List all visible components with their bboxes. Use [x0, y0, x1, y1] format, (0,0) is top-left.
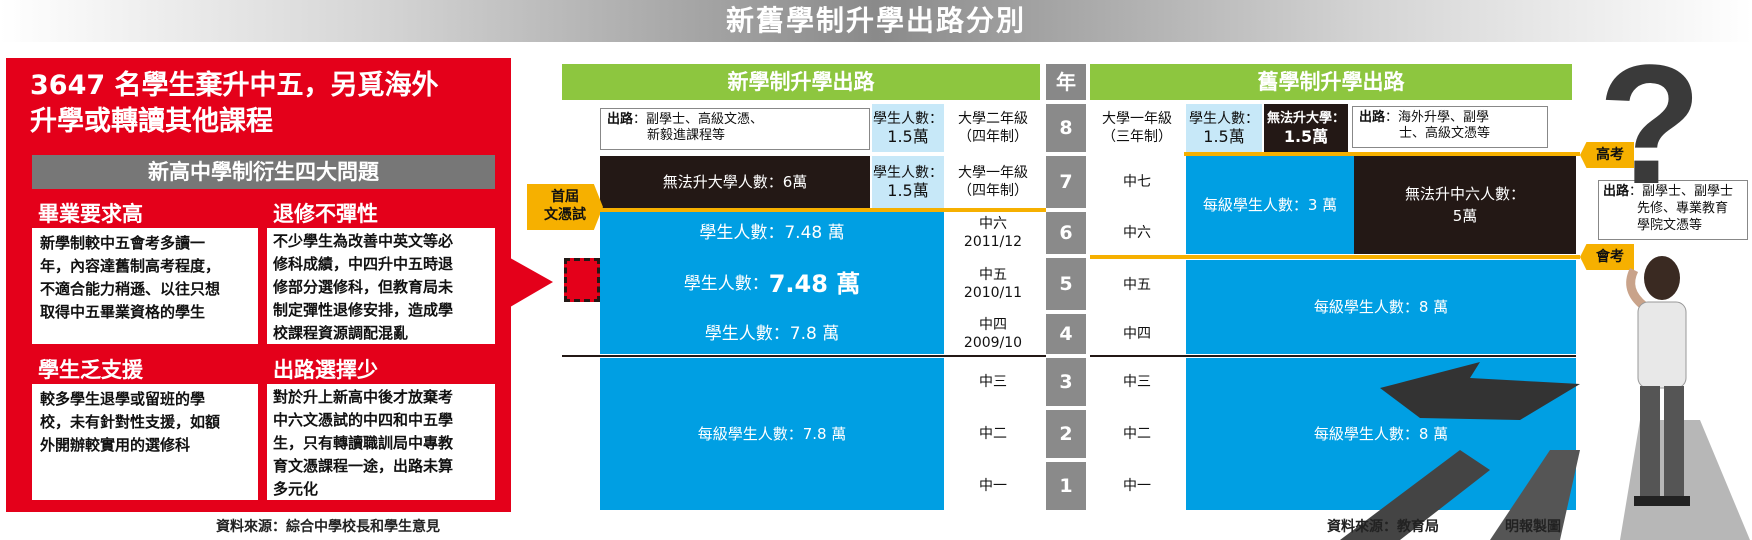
new-students-f5: 學生人數： 7.48 萬 [683, 270, 861, 298]
page-title: 新舊學制升學出路分別 [725, 4, 1026, 37]
year-5: 5 [1046, 258, 1086, 310]
problem-title-4: 出路選擇少 [273, 358, 378, 382]
problem-box-2 [267, 228, 495, 344]
new-grade-year8: 大學二年級 （四年制） [958, 111, 1028, 145]
pointer-arrow [505, 255, 553, 310]
new-grade-s1: 中一 [979, 478, 1007, 494]
student-drop-marker [564, 258, 600, 302]
problem-box-1 [32, 228, 258, 344]
cee-line [1090, 255, 1580, 259]
old-students-f6f7: 每級學生人數：3 萬 [1186, 156, 1354, 254]
left-source: 資料來源：綜合中學校長和學生意見 [216, 519, 440, 535]
problem-text-1: 新學制較中五會考多讀一 年，內容達舊制高考程度， 不適合能力稍遜、以往只想 取得中五畢… [40, 234, 221, 321]
old-system-header: 舊學制升學出路 [1090, 64, 1572, 100]
year-3: 3 [1046, 358, 1086, 406]
old-no-f6: 無法升中六人數： 5萬 [1354, 156, 1576, 254]
first-dse-flag: 首屆 文憑試 [527, 184, 603, 230]
new-grade-f4: 中四 2009/10 [963, 317, 1023, 351]
alevel-line [1184, 152, 1580, 156]
new-no-university: 無法升大學人數：6萬 [600, 156, 870, 208]
old-grade-s2: 中二 [1123, 426, 1151, 442]
new-senior-block [600, 212, 944, 354]
year-8: 8 [1046, 104, 1086, 152]
credit: 明報製圖 [1505, 519, 1561, 535]
question-mark-icon: ? [1598, 30, 1702, 220]
side-outlet-note: 出路：副學士、副學士 先修、專業教育 學院文憑等 [1598, 180, 1748, 240]
cee-flag: 會考 [1580, 244, 1634, 270]
year-2: 2 [1046, 410, 1086, 458]
new-count-year7: 學生人數： 1.5萬 [872, 156, 944, 208]
old-outlet-note: 出路：海外升學、副學 士、高級文憑等 [1352, 106, 1548, 148]
old-no-university: 無法升大學： 1.5萬 [1264, 104, 1348, 152]
old-grade-s1: 中一 [1123, 478, 1151, 494]
new-grade-year7: 大學一年級 （四年制） [958, 165, 1028, 199]
problem-text-3: 較多學生退學或留班的學 校，未有針對性支援，如額 外開辦較實用的選修科 [40, 390, 221, 454]
new-grade-s3: 中三 [979, 374, 1007, 390]
new-system-header: 新學制升學出路 [562, 64, 1040, 100]
headline: 3647 名學生棄升中五，另覓海外 升學或轉讀其他課程 [30, 70, 439, 137]
title-banner [0, 0, 1752, 42]
problem-box-3 [32, 384, 258, 500]
old-grade-f6: 中六 [1123, 225, 1151, 241]
road-arrows-illustration [1340, 362, 1750, 540]
section-title: 新高中學制衍生四大問題 [32, 155, 495, 189]
new-students-f6: 學生人數：7.48 萬 [699, 223, 845, 243]
problem-text-2: 不少學生為改善中英文等必 修科成績，中四升中五時退 修部分選修科，但教育局未 制定彈性… [273, 232, 454, 342]
new-count-year8: 學生人數： 1.5萬 [872, 104, 944, 152]
dse-line [600, 208, 1046, 212]
problem-text-4: 對於升上新高中後才放棄考 中六文憑試的中四和中五學 生，只有轉讀職訓局中專教 育文憑課… [273, 388, 454, 498]
old-grade-f5: 中五 [1123, 277, 1151, 293]
problem-title-3: 學生乏支援 [38, 358, 143, 382]
new-junior-divider [562, 355, 1046, 357]
new-students-f4: 學生人數：7.8 萬 [704, 324, 840, 344]
year-1: 1 [1046, 462, 1086, 510]
problem-box-4 [267, 384, 495, 500]
old-grade-s3: 中三 [1123, 374, 1151, 390]
year-7: 7 [1046, 156, 1086, 208]
new-students-junior: 每級學生人數：7.8 萬 [600, 358, 944, 510]
new-grade-s2: 中二 [979, 426, 1007, 442]
new-outlet-note: 出路：副學士、高級文憑、 新毅進課程等 [600, 108, 870, 150]
year-6: 6 [1046, 212, 1086, 254]
old-students-senior: 每級學生人數：8 萬 [1186, 260, 1576, 354]
old-count-year8: 學生人數： 1.5萬 [1186, 104, 1262, 152]
alevel-flag: 高考 [1580, 142, 1634, 168]
old-grade-year8: 大學一年級 （三年制） [1102, 111, 1172, 145]
new-grade-f5: 中五 2010/11 [963, 267, 1023, 301]
year-header: 年 [1046, 64, 1086, 100]
old-junior-divider [1090, 355, 1576, 357]
old-grade-f7: 中七 [1123, 174, 1151, 190]
right-source: 資料來源：教育局 [1327, 519, 1439, 535]
old-grade-f4: 中四 [1123, 326, 1151, 342]
year-4: 4 [1046, 314, 1086, 354]
problem-title-2: 退修不彈性 [273, 202, 378, 226]
thinking-person-icon [1626, 256, 1690, 506]
new-grade-f6: 中六 2011/12 [963, 216, 1023, 250]
problem-title-1: 畢業要求高 [38, 202, 143, 226]
